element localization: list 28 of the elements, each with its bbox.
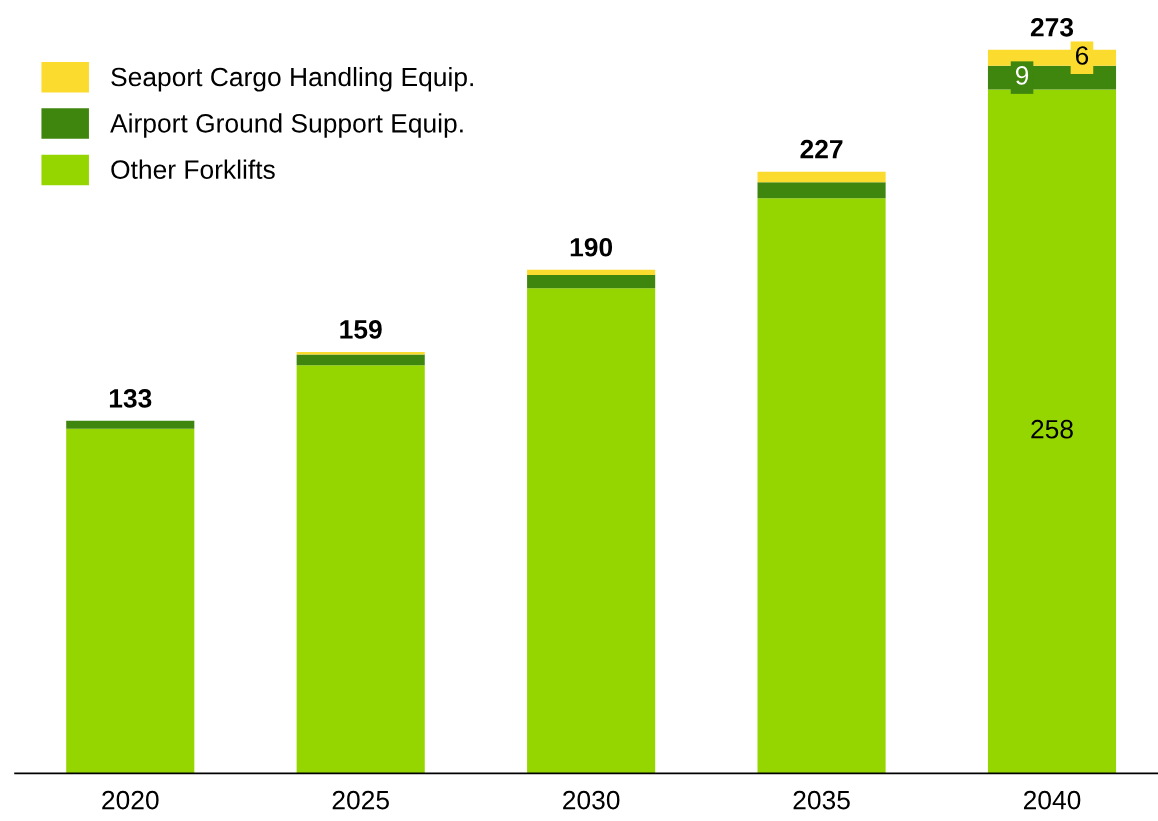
bar	[66, 428, 195, 774]
bar	[527, 288, 656, 774]
total-label: 190	[570, 237, 613, 257]
bar	[757, 171, 886, 183]
bar	[296, 365, 425, 774]
total-label: 273	[1030, 17, 1074, 37]
total-label: 159	[340, 320, 382, 339]
data-label: 9	[1015, 66, 1029, 85]
bar	[527, 269, 656, 276]
bar	[757, 198, 886, 774]
bar	[527, 275, 656, 289]
data-label: 258	[1031, 419, 1073, 439]
bar	[66, 420, 195, 429]
legend-label: Other Forklifts	[111, 159, 275, 179]
bar	[757, 182, 886, 199]
legend-label: Seaport Cargo Handling Equip.	[111, 66, 473, 92]
x-tick-label: 2035	[793, 790, 850, 810]
bar	[296, 351, 425, 355]
total-label: 133	[109, 389, 152, 408]
legend-label: Airport Ground Support Equip.	[110, 113, 463, 138]
x-tick-label: 2040	[1023, 790, 1081, 810]
x-tick-label: 2020	[102, 790, 159, 810]
x-tick-label: 2030	[563, 790, 620, 810]
total-label: 227	[800, 139, 843, 159]
bar	[987, 89, 1117, 774]
bar	[296, 354, 425, 366]
x-tick-label: 2025	[332, 790, 389, 810]
data-label: 6	[1075, 46, 1089, 65]
